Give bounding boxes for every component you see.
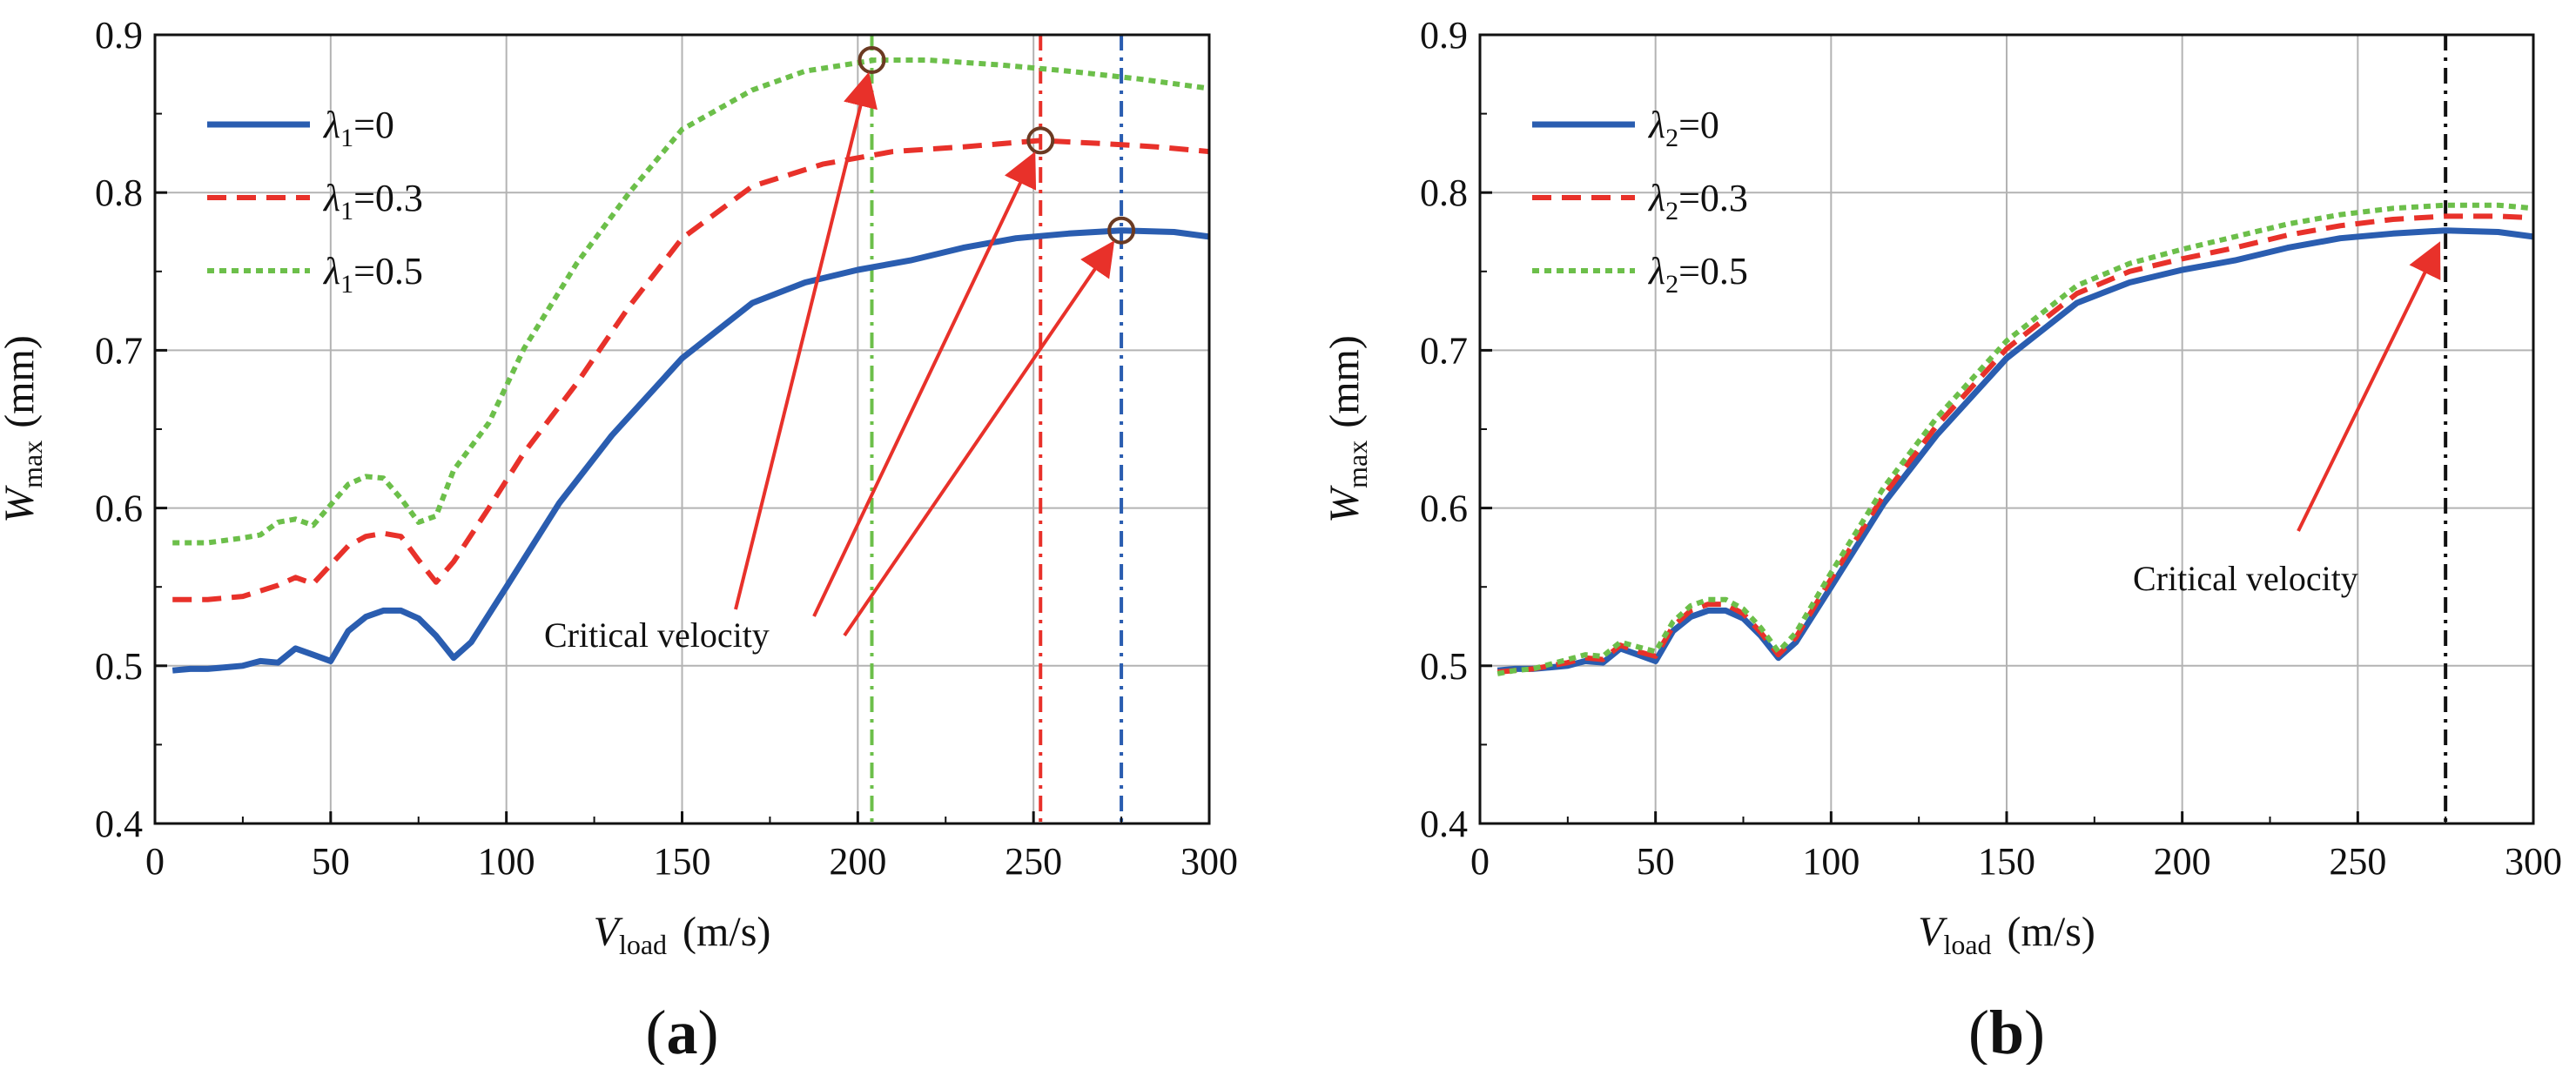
- legend-symbol: λ: [322, 177, 340, 219]
- x-tick-label: 50: [312, 840, 350, 883]
- legend-subscript: 2: [1665, 124, 1678, 152]
- y-tick-label: 0.5: [1420, 645, 1468, 688]
- legend-subscript: 2: [1665, 197, 1678, 225]
- legend-subscript: 1: [340, 197, 353, 225]
- legend-symbol: λ: [1647, 250, 1665, 292]
- legend: λ2=0λ2=0.3λ2=0.5: [1532, 104, 1748, 299]
- y-tick-label: 0.4: [1420, 803, 1468, 845]
- annotation-critical-velocity: Critical velocity: [544, 615, 770, 655]
- critical-velocity-marker: [1107, 216, 1136, 245]
- y-tick-label: 0.8: [1420, 171, 1468, 214]
- legend-subscript: 1: [340, 124, 353, 152]
- x-tick-label: 200: [2154, 840, 2211, 883]
- x-tick-label: 150: [654, 840, 711, 883]
- legend-symbol: λ: [1647, 104, 1665, 146]
- series-line-1-0: [172, 227, 1210, 674]
- panel-label-close: ): [698, 998, 719, 1065]
- annotation-arrow: [843, 240, 1115, 637]
- y-tick-label: 0.5: [95, 645, 143, 688]
- panel-label: (b): [1968, 998, 2045, 1065]
- legend-value: =0: [1678, 104, 1719, 146]
- y-tick-label: 0.7: [95, 329, 143, 372]
- legend-symbol: λ: [322, 104, 340, 146]
- annotation-arrow: [812, 151, 1037, 617]
- panel-label-letter: b: [1989, 998, 2024, 1065]
- panel-label-close: ): [2024, 998, 2045, 1065]
- y-axis-subscript: max: [1342, 440, 1373, 488]
- legend-symbol: λ: [1647, 177, 1665, 219]
- annotation-arrow: [2297, 241, 2441, 532]
- x-axis-label: Vload (m/s): [594, 909, 771, 960]
- y-axis-subscript: max: [17, 440, 48, 488]
- legend-subscript: 1: [340, 270, 353, 299]
- series-line-2-0: [1497, 227, 2534, 674]
- x-tick-label: 100: [1802, 840, 1860, 883]
- panel-label-letter: a: [667, 998, 698, 1065]
- x-axis-subscript: load: [1943, 929, 1991, 960]
- annotation-arrow: [734, 71, 878, 610]
- x-tick-label: 0: [145, 840, 165, 883]
- x-tick-label: 300: [2505, 840, 2562, 883]
- x-axis-symbol: V: [594, 909, 623, 955]
- legend-symbol: λ: [322, 250, 340, 292]
- x-tick-label: 250: [1005, 840, 1062, 883]
- legend-entry: λ2=0.5: [1647, 250, 1748, 299]
- x-axis-unit: (m/s): [2008, 909, 2095, 955]
- x-axis-label: Vload (m/s): [1918, 909, 2095, 960]
- x-tick-label: 100: [478, 840, 535, 883]
- grid-lines: [154, 34, 1210, 824]
- y-axis-unit: (mm): [1322, 335, 1368, 428]
- y-tick-label: 0.9: [95, 14, 143, 57]
- x-axis-subscript: load: [619, 929, 667, 960]
- y-axis-unit: (mm): [0, 335, 43, 428]
- y-axis-symbol: W: [0, 485, 43, 523]
- x-tick-label: 150: [1978, 840, 2035, 883]
- legend-entry: λ2=0: [1647, 104, 1719, 152]
- y-tick-label: 0.8: [95, 171, 143, 214]
- x-tick-label: 300: [1180, 840, 1238, 883]
- x-tick-label: 0: [1470, 840, 1490, 883]
- legend-value: =0: [353, 104, 394, 146]
- series-line-1-0_3: [172, 138, 1210, 602]
- critical-velocity-marker: [1026, 126, 1055, 155]
- panel-label-open: (: [1968, 998, 1989, 1065]
- legend-subscript: 2: [1665, 270, 1678, 299]
- y-tick-label: 0.6: [95, 487, 143, 530]
- x-tick-label: 50: [1637, 840, 1675, 883]
- x-tick-label: 250: [2329, 840, 2386, 883]
- legend-value: =0.3: [353, 177, 423, 219]
- legend-entry: λ1=0.3: [322, 177, 423, 225]
- panel-label-open: (: [646, 998, 667, 1065]
- x-tick-label: 200: [829, 840, 886, 883]
- axis-ticks: 0 50 100 150 200 250 300 0.4 0.5 0.6 0.7 0.8 0.9: [1420, 14, 2562, 883]
- legend-entry: λ2=0.3: [1647, 177, 1748, 225]
- series-line-2-0_5: [1497, 202, 2534, 676]
- annotation-critical-velocity: Critical velocity: [2133, 559, 2358, 598]
- legend: λ1=0λ1=0.3λ1=0.5: [207, 104, 423, 299]
- axis-ticks: 0 50 100 150 200 250 300 0.4 0.5 0.6 0.7 0.8 0.9: [95, 14, 1238, 883]
- y-axis-symbol: W: [1322, 485, 1368, 523]
- y-tick-label: 0.4: [95, 803, 143, 845]
- y-axis-label: Wmax (mm): [0, 335, 48, 523]
- legend-value: =0.3: [1678, 177, 1748, 219]
- legend-value: =0.5: [353, 250, 423, 292]
- panel-label: (a): [646, 998, 719, 1065]
- legend-value: =0.5: [1678, 250, 1748, 292]
- y-tick-label: 0.6: [1420, 487, 1468, 530]
- legend-entry: λ1=0.5: [322, 250, 423, 299]
- x-axis-unit: (m/s): [683, 909, 770, 955]
- chart-panel-b: 0 50 100 150 200 250 300 0.4 0.5 0.6 0.7 0.8 0.9 Vloa…: [1322, 14, 2562, 1067]
- legend-entry: λ1=0: [322, 104, 394, 152]
- series-line-2-0_3: [1497, 213, 2534, 675]
- x-axis-symbol: V: [1918, 909, 1947, 955]
- grid-lines: [1479, 34, 2534, 824]
- y-axis-label: Wmax (mm): [1322, 335, 1373, 523]
- y-tick-label: 0.9: [1420, 14, 1468, 57]
- chart-panel-a: 0 50 100 150 200 250 300 0.4 0.5 0.6 0.7 0.8 0.9 Vloa…: [0, 14, 1238, 1067]
- y-tick-label: 0.7: [1420, 329, 1468, 372]
